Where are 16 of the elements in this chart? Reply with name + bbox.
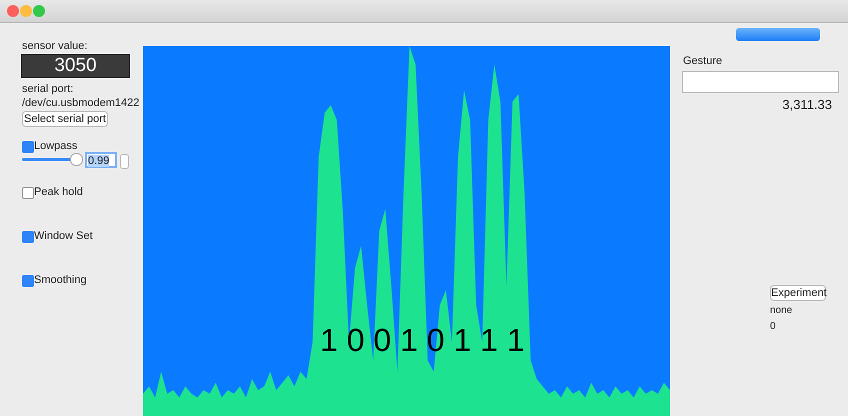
text: sensor value: <box>22 40 88 52</box>
text: serial port: <box>22 83 74 95</box>
annotation: 1 0 0 1 0 1 1 1 <box>320 322 525 358</box>
text: Peak hold <box>34 186 83 198</box>
text: /dev/cu.usbmodem1422 <box>22 97 140 109</box>
text: none <box>770 305 792 316</box>
text: 0 <box>770 321 776 332</box>
value-display: 3050 <box>21 54 130 78</box>
text: Gesture <box>683 55 722 67</box>
text: Window Set <box>34 230 93 242</box>
text: Smoothing <box>34 274 87 286</box>
text: Select serial port <box>22 111 108 127</box>
text: Experiment <box>770 285 827 301</box>
text: 3,311.33 <box>782 97 832 112</box>
number-field: 0.99 <box>85 152 117 168</box>
text: Lowpass <box>34 140 78 152</box>
